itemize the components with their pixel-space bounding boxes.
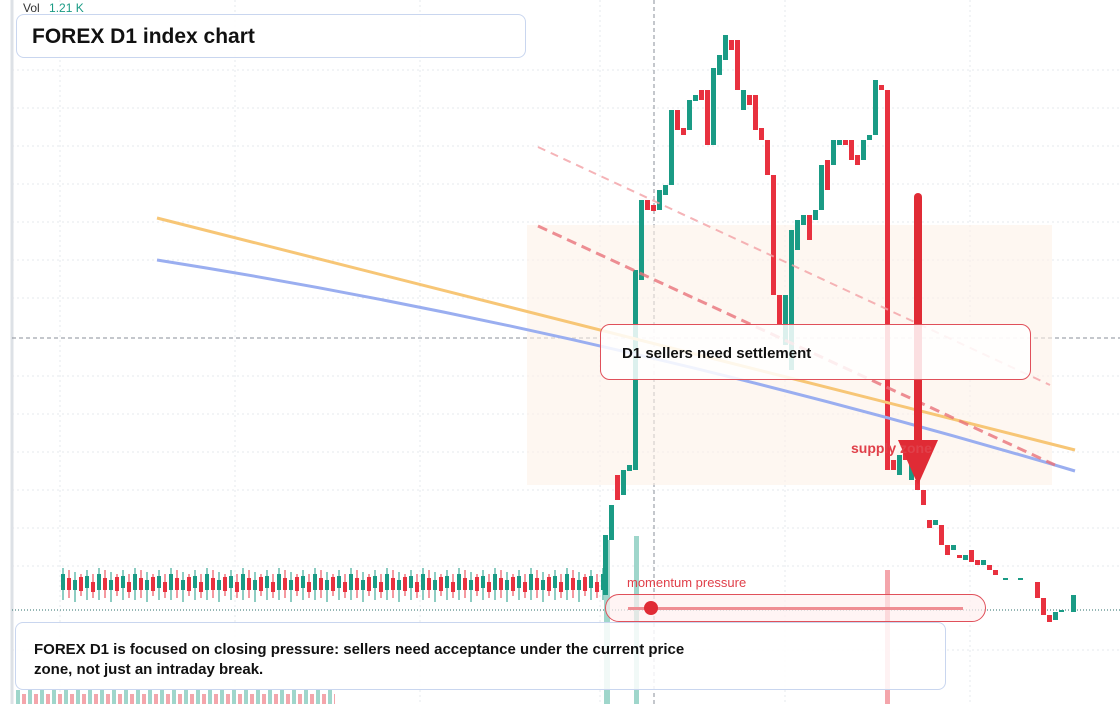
momentum-pill (605, 594, 986, 622)
momentum-label: momentum pressure (627, 575, 747, 590)
momentum-knob (644, 601, 658, 615)
momentum-track (628, 607, 963, 610)
arrow (898, 193, 938, 485)
vol-legend: Vol 1.21 K (23, 1, 84, 15)
chart-title: FOREX D1 index chart (16, 14, 526, 58)
note: FOREX D1 is focused on closing pressure:… (15, 622, 946, 690)
vol-label: Vol (23, 1, 40, 15)
zone-label: supply zone (851, 440, 932, 456)
vol-value: 1.21 K (49, 1, 84, 15)
candles (603, 35, 1076, 622)
note-text: FOREX D1 is focused on closing pressure:… (34, 641, 685, 678)
callout: D1 sellers need settlement (600, 324, 1031, 380)
candles-flat (60, 560, 605, 610)
